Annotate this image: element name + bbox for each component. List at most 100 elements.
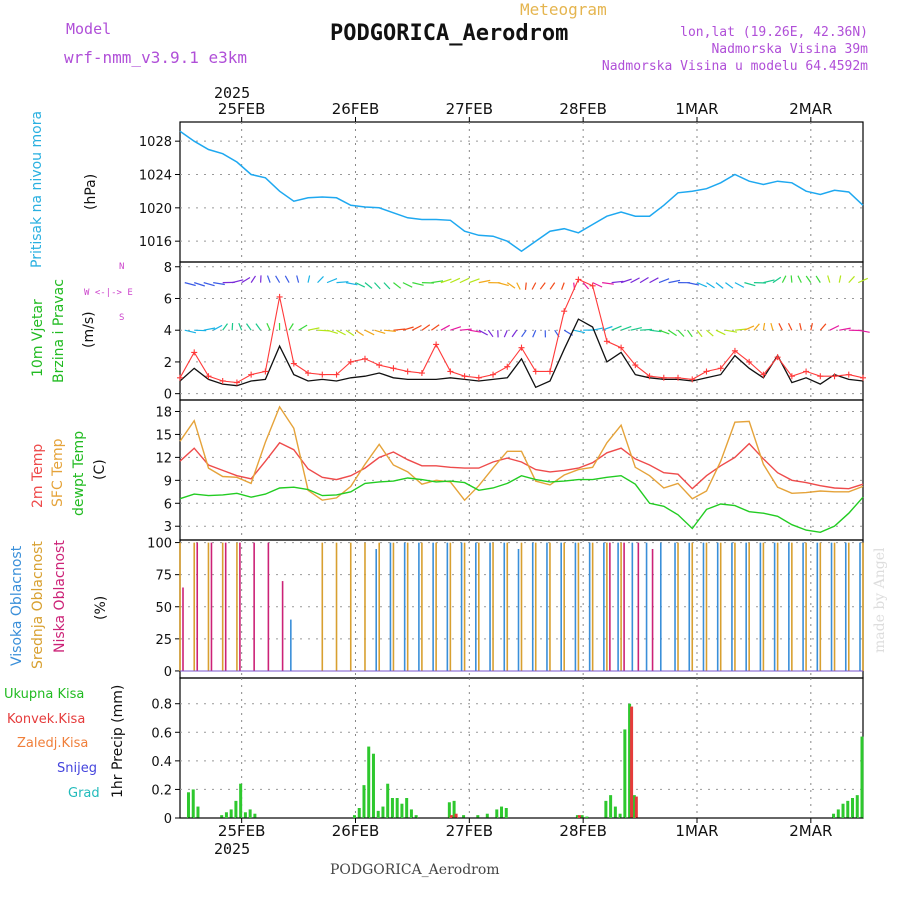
altitude: Nadmorska Visina 39m xyxy=(711,42,868,57)
precip-total-bar xyxy=(371,753,375,818)
wind-ytick-label: 0 xyxy=(164,388,172,403)
wind-gust-marker xyxy=(575,276,582,283)
footer-station: PODGORICA_Aerodrom xyxy=(330,862,500,878)
temperature-ytick-label: 6 xyxy=(164,497,172,512)
wind-gust-marker xyxy=(518,344,525,351)
wind-direction-arrow xyxy=(469,278,480,284)
wind-gust-marker xyxy=(262,368,269,375)
wind-direction-arrow xyxy=(799,322,802,331)
pressure-frame xyxy=(179,121,864,263)
precip-conv-bar xyxy=(630,706,634,818)
temperature-ytick-label: 3 xyxy=(164,520,172,535)
temperature-ytick-label: 15 xyxy=(155,428,172,443)
precip-total-bar xyxy=(234,800,238,818)
precip-ytick-label: 0 xyxy=(164,812,172,827)
wind-direction-arrow xyxy=(212,324,223,331)
wind-direction-arrow xyxy=(531,282,537,290)
wind-gust-marker xyxy=(589,282,596,289)
wind-compass-s: S xyxy=(119,313,125,323)
wind-direction-arrow xyxy=(296,275,300,283)
precip-total-bar xyxy=(585,816,589,818)
precip-total-bar xyxy=(248,809,252,818)
wind-gust-marker xyxy=(205,373,212,380)
clouds-ytick-label: 100 xyxy=(147,537,172,552)
wind-direction-arrow xyxy=(829,325,840,331)
wind-gust-marker xyxy=(689,376,696,383)
wind-gust-marker xyxy=(490,371,497,378)
day-label-bottom: 25FEB xyxy=(218,822,265,840)
wind-gust-marker xyxy=(504,363,511,370)
precip-total-bar xyxy=(452,800,456,818)
precip-total-bar xyxy=(381,806,385,818)
wind-direction-arrow xyxy=(478,279,491,284)
model-altitude: Nadmorska Visina u modelu 64.4592m xyxy=(601,59,868,74)
wind-direction-arrow xyxy=(763,279,775,284)
pressure-ytick-label: 1016 xyxy=(139,235,172,250)
precip-total-bar xyxy=(604,800,608,818)
wind-direction-arrow xyxy=(412,324,422,331)
year-bottom: 2025 xyxy=(214,840,251,858)
precip-total-bar xyxy=(196,806,200,818)
wind-direction-arrow xyxy=(611,280,624,284)
wind-direction-arrow xyxy=(602,282,614,285)
wind-direction-arrow xyxy=(213,282,225,286)
wind-gust-marker xyxy=(618,344,625,351)
wind-direction-arrow xyxy=(687,282,700,286)
wind-direction-arrow xyxy=(787,323,793,331)
precip-total-bar xyxy=(191,789,195,818)
wind-direction-arrow xyxy=(549,282,556,290)
wind-direction-arrow xyxy=(611,325,622,331)
wind-direction-arrow xyxy=(839,327,851,331)
precip-conv-bar xyxy=(634,796,638,818)
wind-gust-marker xyxy=(290,360,297,367)
precip-total-bar xyxy=(836,809,840,818)
wind-direction-arrow xyxy=(592,327,605,331)
wind-gust-marker xyxy=(233,379,240,386)
wind-direction-arrow xyxy=(838,275,842,283)
wind-gust-marker xyxy=(561,308,568,315)
wind-gust-marker xyxy=(703,368,710,375)
wind-direction-arrow xyxy=(744,282,756,287)
temperature-panel xyxy=(175,399,864,541)
wind-compass-n: N xyxy=(119,262,125,272)
wind-gust-marker xyxy=(333,371,340,378)
precip-ytick-label: 0.2 xyxy=(151,783,172,798)
wind-gust-marker xyxy=(632,362,639,369)
wind-direction-arrow xyxy=(778,323,783,331)
precip-total-bar xyxy=(500,806,504,818)
wind-direction-arrow xyxy=(402,282,413,288)
precip-total-bar xyxy=(476,815,480,818)
precip-ytick-label: 0.6 xyxy=(151,726,172,741)
subtitle: Meteogram xyxy=(520,0,607,19)
wind-direction-arrow xyxy=(440,324,450,331)
wind-gust-marker xyxy=(831,373,838,380)
wind-gust-marker xyxy=(404,368,411,375)
wind-direction-arrow xyxy=(194,282,205,287)
wind-direction-arrow xyxy=(307,275,311,283)
precip-total-bar xyxy=(400,803,404,818)
wind-gust-marker xyxy=(803,368,810,375)
wind-direction-arrow xyxy=(539,282,546,290)
day-label-bottom: 27FEB xyxy=(446,822,493,840)
wind-gust-marker xyxy=(418,370,425,377)
wind-direction-arrow xyxy=(715,329,726,336)
wind-gust-marker xyxy=(774,354,781,361)
wind-direction-arrow xyxy=(810,322,813,331)
wind-direction-arrow xyxy=(222,323,228,331)
wind-direction-arrow xyxy=(250,275,257,283)
wind-direction-arrow xyxy=(630,277,640,284)
wind-direction-arrow xyxy=(450,277,461,284)
precip-total-bar xyxy=(386,783,390,818)
day-label-top: 2MAR xyxy=(789,100,832,118)
wind-direction-arrow xyxy=(532,329,537,338)
wind-direction-arrow xyxy=(649,277,659,284)
wind-direction-arrow xyxy=(772,276,782,284)
pressure-panel xyxy=(175,121,864,263)
clouds-ytick-label: 25 xyxy=(155,633,172,648)
wind-direction-arrow xyxy=(524,282,527,290)
wind-direction-arrow xyxy=(374,282,381,290)
wind-compass-we: W <-|-> E xyxy=(84,288,133,298)
wind-direction-arrow xyxy=(307,327,320,331)
pressure-ytick-label: 1024 xyxy=(139,169,172,184)
